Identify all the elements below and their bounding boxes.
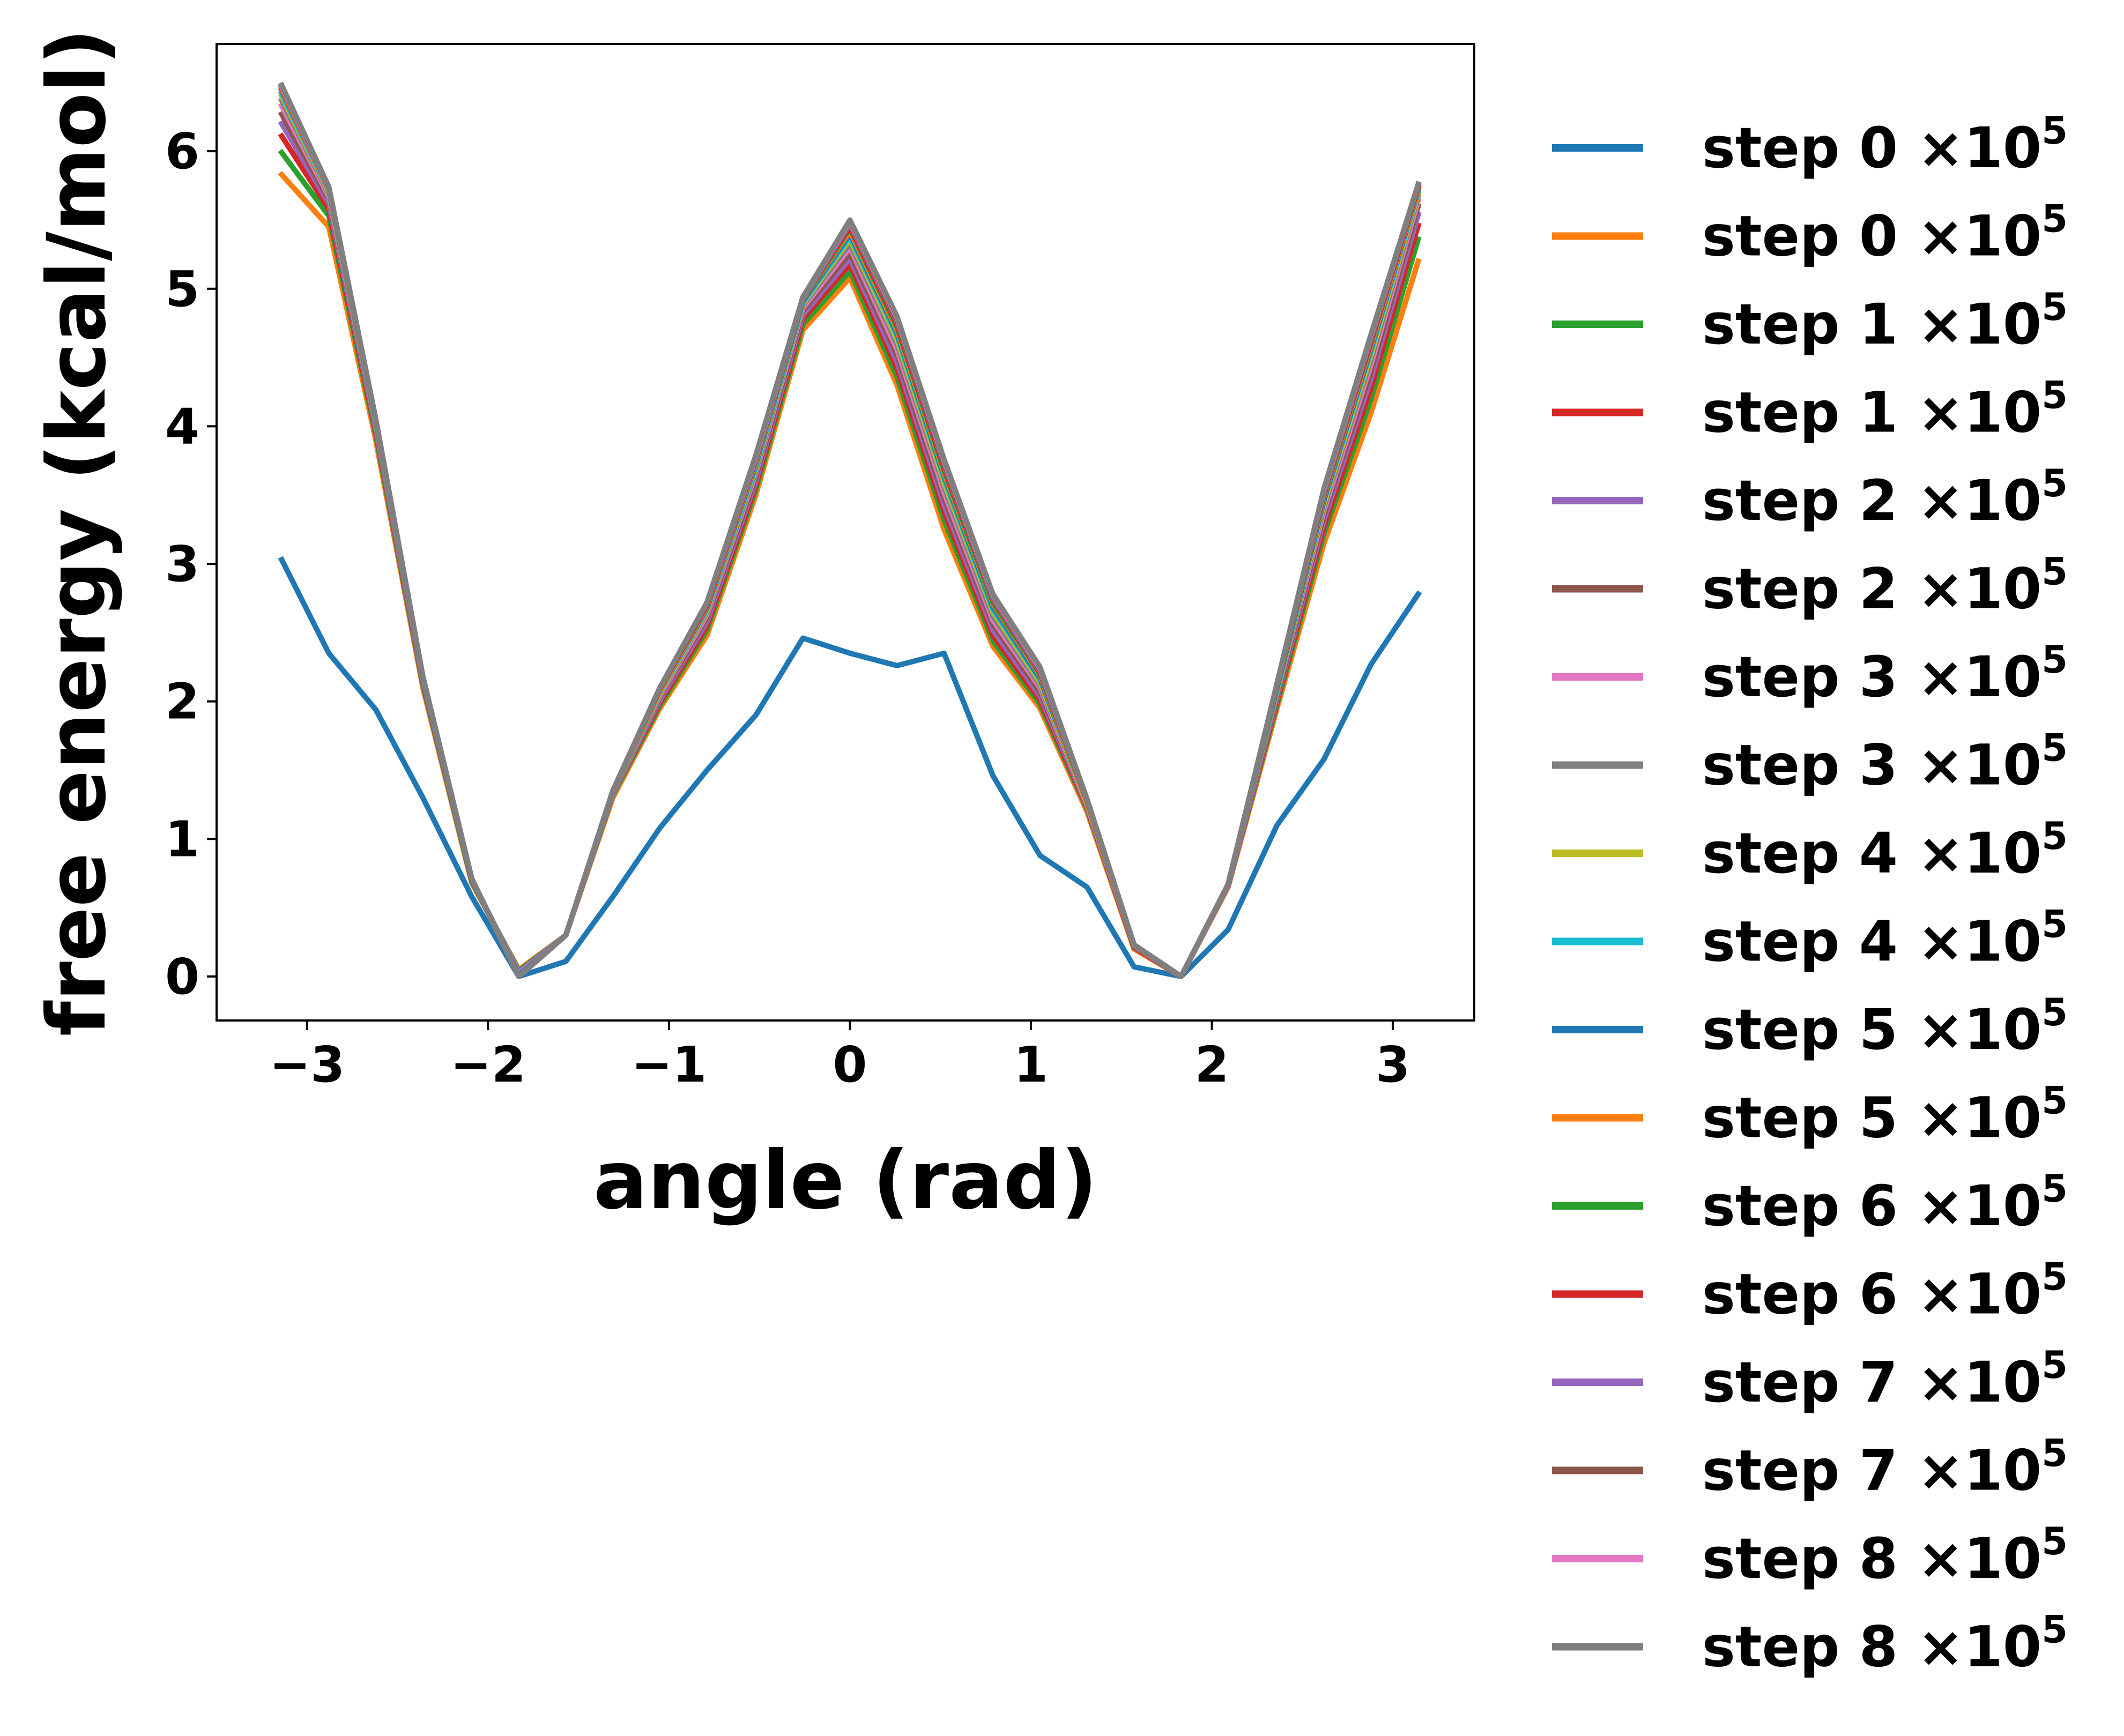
plot-frame: [216, 43, 1475, 1022]
x-tick-label: −1: [631, 1036, 707, 1093]
legend-label-15: step 7 ×105: [1702, 1432, 2068, 1503]
legend-label-exponent: 5: [2041, 1167, 2068, 1211]
legend-label-3: step 1 ×105: [1702, 374, 2068, 445]
legend-label-exponent: 5: [2041, 109, 2068, 153]
x-tick-label: 2: [1195, 1036, 1229, 1093]
legend-label-12: step 6 ×105: [1702, 1167, 2068, 1239]
legend-label-text: step 4 ×10: [1702, 821, 2041, 886]
legend-label-10: step 5 ×105: [1702, 990, 2068, 1062]
legend-label-2: step 1 ×105: [1702, 285, 2068, 357]
legend-label-exponent: 5: [2041, 1079, 2068, 1123]
y-tick-label: 1: [165, 810, 199, 868]
legend-label-exponent: 5: [2041, 197, 2068, 241]
legend-label-text: step 0 ×10: [1702, 204, 2041, 269]
legend-label-exponent: 5: [2041, 1608, 2068, 1652]
legend-label-16: step 8 ×105: [1702, 1519, 2068, 1591]
legend-label-14: step 7 ×105: [1702, 1343, 2068, 1415]
legend-label-text: step 5 ×10: [1702, 997, 2041, 1062]
legend-label-text: step 8 ×10: [1702, 1614, 2041, 1680]
legend-label-text: step 7 ×10: [1702, 1438, 2041, 1503]
x-axis-label: angle (rad): [593, 1134, 1097, 1227]
legend-label-11: step 5 ×105: [1702, 1079, 2068, 1151]
y-axis-ticks: 0 1 2 3 4 5 6: [165, 123, 217, 1005]
legend-label-0: step 0 ×105: [1702, 109, 2068, 181]
legend-label-5: step 2 ×105: [1702, 550, 2068, 622]
legend-label-text: step 1 ×10: [1702, 380, 2041, 445]
x-tick-label: 3: [1376, 1036, 1410, 1093]
legend-label-text: step 1 ×10: [1702, 292, 2041, 357]
legend-label-exponent: 5: [2041, 461, 2068, 505]
legend-label-8: step 4 ×105: [1702, 814, 2068, 886]
legend-label-7: step 3 ×105: [1702, 726, 2068, 798]
legend-label-text: step 6 ×10: [1702, 1262, 2041, 1327]
y-tick-label: 3: [165, 535, 199, 593]
legend-label-exponent: 5: [2041, 285, 2068, 329]
legend-label-17: step 8 ×105: [1702, 1608, 2068, 1680]
legend-label-exponent: 5: [2041, 903, 2068, 947]
legend-label-9: step 4 ×105: [1702, 903, 2068, 974]
x-axis-ticks: −3 −2 −1 0 1 2 3: [269, 1020, 1410, 1093]
legend-label-text: step 2 ×10: [1702, 556, 2041, 622]
y-tick-label: 4: [165, 398, 199, 455]
legend-label-exponent: 5: [2041, 990, 2068, 1034]
legend-label-text: step 7 ×10: [1702, 1350, 2041, 1415]
x-tick-label: −3: [269, 1036, 345, 1093]
legend-label-exponent: 5: [2041, 814, 2068, 858]
x-tick-label: 1: [1014, 1036, 1048, 1093]
y-tick-label: 5: [165, 260, 199, 318]
y-tick-label: 0: [165, 948, 199, 1005]
legend-label-exponent: 5: [2041, 1519, 2068, 1563]
series-lines: [278, 81, 1422, 979]
legend-label-exponent: 5: [2041, 1343, 2068, 1387]
y-tick-label: 2: [165, 673, 199, 731]
legend-label-text: step 6 ×10: [1702, 1173, 2041, 1239]
legend-label-exponent: 5: [2041, 1432, 2068, 1476]
legend-label-text: step 3 ×10: [1702, 644, 2041, 710]
y-tick-label: 6: [165, 123, 199, 180]
legend-label-4: step 2 ×105: [1702, 461, 2068, 533]
legend-label-13: step 6 ×105: [1702, 1255, 2068, 1327]
legend-label-text: step 2 ×10: [1702, 468, 2041, 533]
legend-label-text: step 5 ×10: [1702, 1085, 2041, 1151]
x-tick-label: −2: [450, 1036, 526, 1093]
legend-label-text: step 3 ×10: [1702, 733, 2041, 798]
legend-label-text: step 4 ×10: [1702, 909, 2041, 974]
series-line-17: [278, 81, 1422, 979]
legend-label-exponent: 5: [2041, 374, 2068, 418]
x-tick-label: 0: [833, 1036, 867, 1093]
legend-label-exponent: 5: [2041, 550, 2068, 594]
series-line-0: [278, 556, 1422, 979]
legend-label-text: step 8 ×10: [1702, 1526, 2041, 1591]
legend-label-exponent: 5: [2041, 1255, 2068, 1299]
y-axis-label: free energy (kcal/mol): [31, 28, 124, 1037]
legend-label-1: step 0 ×105: [1702, 197, 2068, 269]
legend-label-6: step 3 ×105: [1702, 638, 2068, 710]
legend-label-exponent: 5: [2041, 638, 2068, 682]
legend-label-exponent: 5: [2041, 726, 2068, 770]
legend-label-text: step 0 ×10: [1702, 115, 2041, 181]
